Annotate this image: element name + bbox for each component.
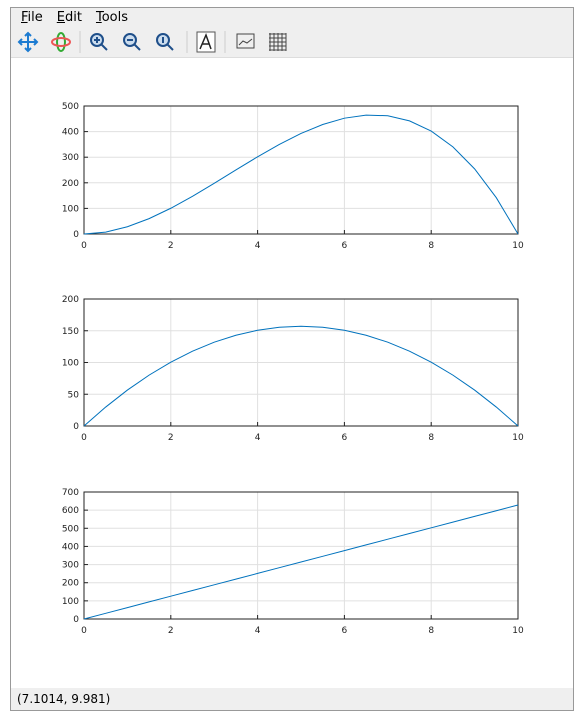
y-tick-label: 500 xyxy=(62,524,79,534)
x-tick-label: 6 xyxy=(342,241,348,251)
y-tick-label: 200 xyxy=(62,179,79,189)
rotate-button[interactable] xyxy=(51,32,71,52)
data-line xyxy=(83,504,519,620)
grid-button[interactable] xyxy=(269,33,287,51)
x-tick-label: 2 xyxy=(168,241,174,251)
x-tick-label: 4 xyxy=(255,241,261,251)
menu-bar: File Edit Tools xyxy=(11,8,573,27)
x-tick-label: 6 xyxy=(342,626,348,636)
y-tick-label: 600 xyxy=(62,506,79,516)
x-tick-label: 4 xyxy=(255,433,261,443)
y-tick-label: 0 xyxy=(73,422,79,432)
x-tick-label: 4 xyxy=(255,626,261,636)
zoom-out-button[interactable] xyxy=(123,33,141,51)
data-line xyxy=(83,114,519,235)
x-tick-label: 6 xyxy=(342,433,348,443)
y-tick-label: 0 xyxy=(73,230,79,240)
x-tick-label: 2 xyxy=(168,433,174,443)
x-tick-label: 10 xyxy=(512,626,524,636)
zoom-reset-button[interactable] xyxy=(156,33,174,51)
x-tick-label: 0 xyxy=(81,241,87,251)
y-tick-label: 400 xyxy=(62,542,79,552)
pan-button[interactable] xyxy=(17,31,39,53)
y-tick-label: 400 xyxy=(62,128,79,138)
figure-window: File Edit Tools 0 100 200 300 400 500 0 2 4 6 8 10 0… xyxy=(10,7,574,711)
y-tick-label: 700 xyxy=(62,488,79,498)
y-tick-label: 300 xyxy=(62,153,79,163)
axes-box xyxy=(83,298,519,427)
y-tick-label: 50 xyxy=(68,390,80,400)
y-tick-label: 100 xyxy=(62,597,79,607)
axes-box xyxy=(83,105,519,235)
y-tick-label: 150 xyxy=(62,327,79,337)
zoom-in-button[interactable] xyxy=(90,33,108,51)
y-tick-label: 300 xyxy=(62,561,79,571)
y-tick-label: 500 xyxy=(62,102,79,112)
x-tick-label: 10 xyxy=(512,433,524,443)
status-bar: (7.1014, 9.981) xyxy=(17,692,111,706)
data-line xyxy=(83,325,519,427)
x-tick-label: 10 xyxy=(512,241,524,251)
x-tick-label: 8 xyxy=(428,433,434,443)
y-tick-label: 100 xyxy=(62,359,79,369)
text-button[interactable] xyxy=(196,31,216,53)
x-tick-label: 2 xyxy=(168,626,174,636)
axes-box xyxy=(83,491,519,620)
y-tick-label: 200 xyxy=(62,579,79,589)
menu-item[interactable]: File xyxy=(21,10,43,25)
y-tick-label: 0 xyxy=(73,615,79,625)
toolbar xyxy=(11,27,573,58)
x-tick-label: 8 xyxy=(428,626,434,636)
menu-item[interactable]: Tools xyxy=(95,10,128,25)
menu-item[interactable]: Edit xyxy=(56,10,82,25)
x-tick-label: 0 xyxy=(81,626,87,636)
y-tick-label: 200 xyxy=(62,295,79,305)
x-tick-label: 8 xyxy=(428,241,434,251)
axes-button[interactable] xyxy=(236,33,255,49)
x-tick-label: 0 xyxy=(81,433,87,443)
y-tick-label: 100 xyxy=(62,204,79,214)
